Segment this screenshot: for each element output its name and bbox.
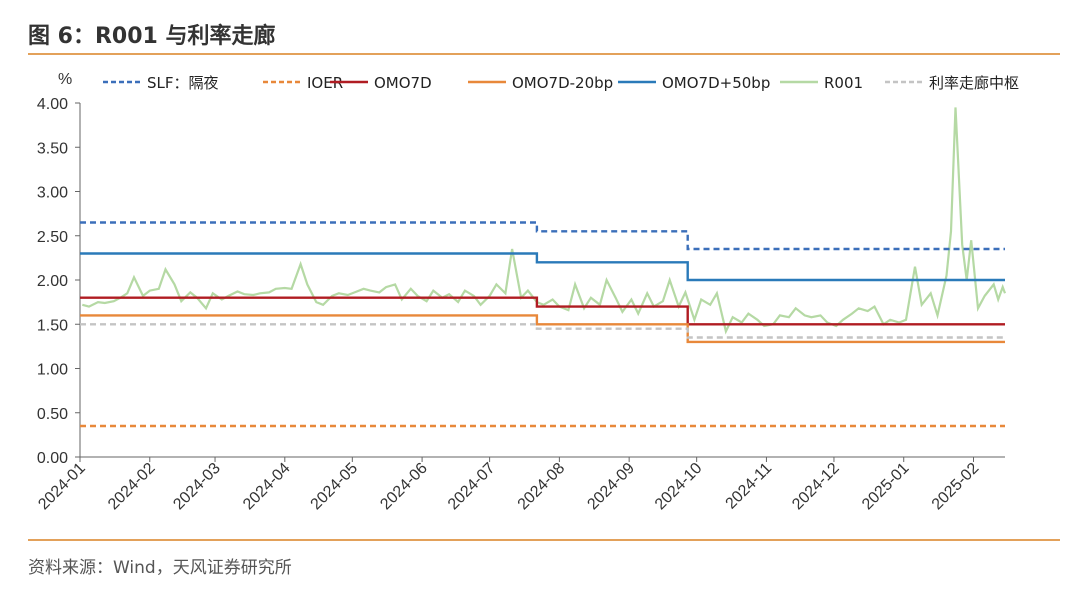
series-line: [82, 107, 1007, 335]
series-line: [80, 221, 1005, 251]
x-tick-label: 2024-05: [308, 460, 362, 514]
y-tick-label: 3.50: [37, 140, 68, 157]
y-axis-label: %: [58, 71, 72, 88]
y-axis: 0.00 0.50 1.00 1.50 2.00 2.50 3.00 3.50 4.00: [37, 96, 81, 467]
y-tick-label: 3.00: [37, 185, 68, 202]
footer-rule: [28, 539, 1060, 541]
y-tick-label: 4.00: [37, 96, 68, 113]
x-tick-label: 2024-07: [445, 460, 499, 514]
plot-area: [80, 107, 1007, 428]
legend-label: R001: [824, 74, 863, 92]
x-tick-label: 2024-10: [652, 460, 706, 514]
x-tick-label: 2024-09: [584, 460, 638, 514]
header-rule: [28, 53, 1060, 55]
y-tick-label: 0.50: [37, 406, 68, 423]
y-tick-label: 2.50: [37, 229, 68, 246]
legend-label: 利率走廊中枢: [929, 74, 1019, 92]
source-note: 资料来源：Wind，天风证券研究所: [28, 558, 292, 578]
y-tick-label: 1.50: [37, 317, 68, 334]
legend-label: OMO7D: [374, 74, 432, 92]
x-tick-label: 2025-02: [929, 460, 983, 514]
x-tick-label: 2024-08: [515, 460, 569, 514]
legend-label: OMO7D-20bp: [512, 74, 613, 92]
series-line: [80, 296, 1005, 326]
x-tick-label: 2024-04: [240, 460, 294, 514]
legend-label: IOER: [307, 74, 343, 92]
x-tick-label: 2025-01: [859, 460, 913, 514]
series-line: [80, 314, 1005, 344]
series-line: [80, 323, 1005, 339]
x-axis: 2024-01 2024-02 2024-03 2024-04 2024-05 2024-…: [35, 456, 1005, 514]
x-tick-label: 2024-02: [105, 460, 159, 514]
legend-label: SLF：隔夜: [147, 74, 219, 92]
series-line: [80, 252, 1005, 282]
x-tick-label: 2024-11: [723, 460, 776, 513]
y-tick-label: 1.00: [37, 362, 68, 379]
corridor-chart: SLF：隔夜 IOER OMO7D OMO7D-20bp OMO7D+50bp R001 利…: [35, 71, 1019, 514]
legend: SLF：隔夜 IOER OMO7D OMO7D-20bp OMO7D+50bp R001 利…: [103, 74, 1019, 92]
y-tick-label: 0.00: [37, 450, 68, 467]
x-tick-label: 2024-03: [170, 460, 224, 514]
figure-title: 图 6：R001 与利率走廊: [28, 24, 276, 49]
x-tick-label: 2024-12: [789, 460, 843, 514]
x-tick-label: 2024-01: [35, 460, 89, 514]
legend-label: OMO7D+50bp: [662, 74, 770, 92]
y-tick-label: 2.00: [37, 273, 68, 290]
x-tick-label: 2024-06: [377, 460, 431, 514]
